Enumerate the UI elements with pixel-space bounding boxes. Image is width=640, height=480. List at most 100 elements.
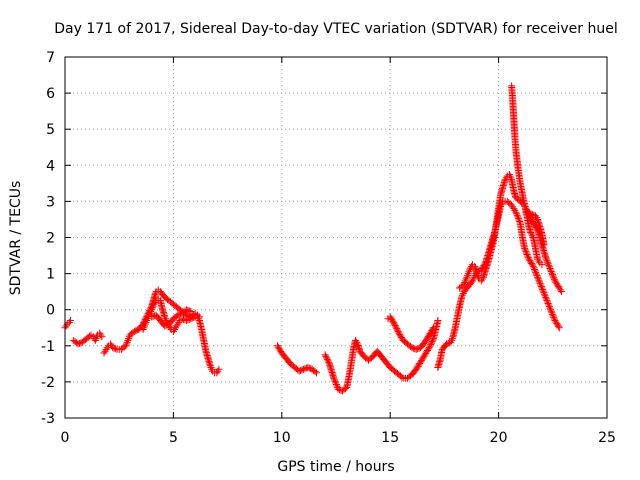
data-point [132,327,140,335]
data-point [415,361,423,369]
data-point [547,268,555,276]
data-point [448,336,456,344]
data-point [552,278,560,286]
data-point [130,327,138,335]
data-point [390,319,398,327]
data-point [534,255,542,263]
data-point [147,308,155,316]
data-point [429,325,437,333]
data-point [276,346,284,354]
data-point [425,344,433,352]
data-point [207,363,215,371]
data-point [387,314,395,322]
data-point [466,266,474,274]
data-point [526,257,534,265]
data-point [505,170,513,178]
data-point [398,373,406,381]
data-point [459,289,467,297]
data-point [538,261,546,269]
y-tick-label: 4 [46,158,55,174]
data-point [428,338,436,346]
data-point [412,345,420,353]
data-point [305,364,313,372]
data-point [110,344,118,352]
data-point [515,216,523,224]
data-point [540,290,548,298]
data-point [542,255,550,263]
data-point [388,316,396,324]
data-point [516,218,524,226]
data-point [550,315,558,323]
data-point [330,376,338,384]
data-point [123,338,131,346]
data-point [162,321,170,329]
y-tick-label: 2 [46,231,55,247]
data-point [161,315,169,323]
data-point [521,244,529,252]
data-point [426,342,434,350]
data-point [512,208,520,216]
data-point [427,328,435,336]
data-point [424,345,432,353]
data-point [547,306,555,314]
x-tick-label: 15 [381,430,399,446]
data-point [548,309,556,317]
data-point [529,211,537,219]
x-tick-label: 25 [598,430,616,446]
data-point [544,260,552,268]
data-point [529,262,537,270]
y-tick-label: 3 [46,194,55,210]
data-point [423,334,431,342]
data-point [536,279,544,287]
data-point [66,317,74,325]
data-point [430,324,438,332]
data-point [544,298,552,306]
data-point [77,339,85,347]
data-point [295,367,303,375]
data-point [188,314,196,322]
data-point [531,222,539,230]
x-tick-label: 20 [490,430,508,446]
data-point [546,264,554,272]
data-point [477,277,485,285]
data-point [552,318,560,326]
data-point [174,320,182,328]
data-point [542,293,550,301]
data-point [554,321,562,329]
data-point [434,317,442,325]
data-point [412,365,420,373]
data-point [421,338,429,346]
data-point [177,310,185,318]
data-point [397,332,405,340]
data-point [65,318,73,326]
data-point [543,296,551,304]
data-point [330,374,338,382]
data-point [551,317,559,325]
data-point [208,365,216,373]
data-point [185,315,193,323]
data-point [332,379,340,387]
data-point [537,281,545,289]
y-tick-label: 1 [46,267,55,283]
data-point [468,278,475,286]
data-point [528,261,536,269]
data-point [389,317,397,325]
data-point [334,385,342,393]
data-point [506,172,514,180]
data-point [464,271,472,279]
data-point [443,340,451,348]
data-point [391,322,399,330]
data-point [548,310,556,318]
data-point [474,271,482,279]
data-point [462,275,470,283]
data-point [553,319,561,327]
data-point [124,336,132,344]
data-point [141,320,149,328]
data-point [312,369,320,377]
data-point [513,210,521,218]
data-point [274,343,282,351]
data-point [447,338,455,346]
data-point [187,315,195,323]
data-point [553,280,561,288]
data-point [461,279,469,287]
